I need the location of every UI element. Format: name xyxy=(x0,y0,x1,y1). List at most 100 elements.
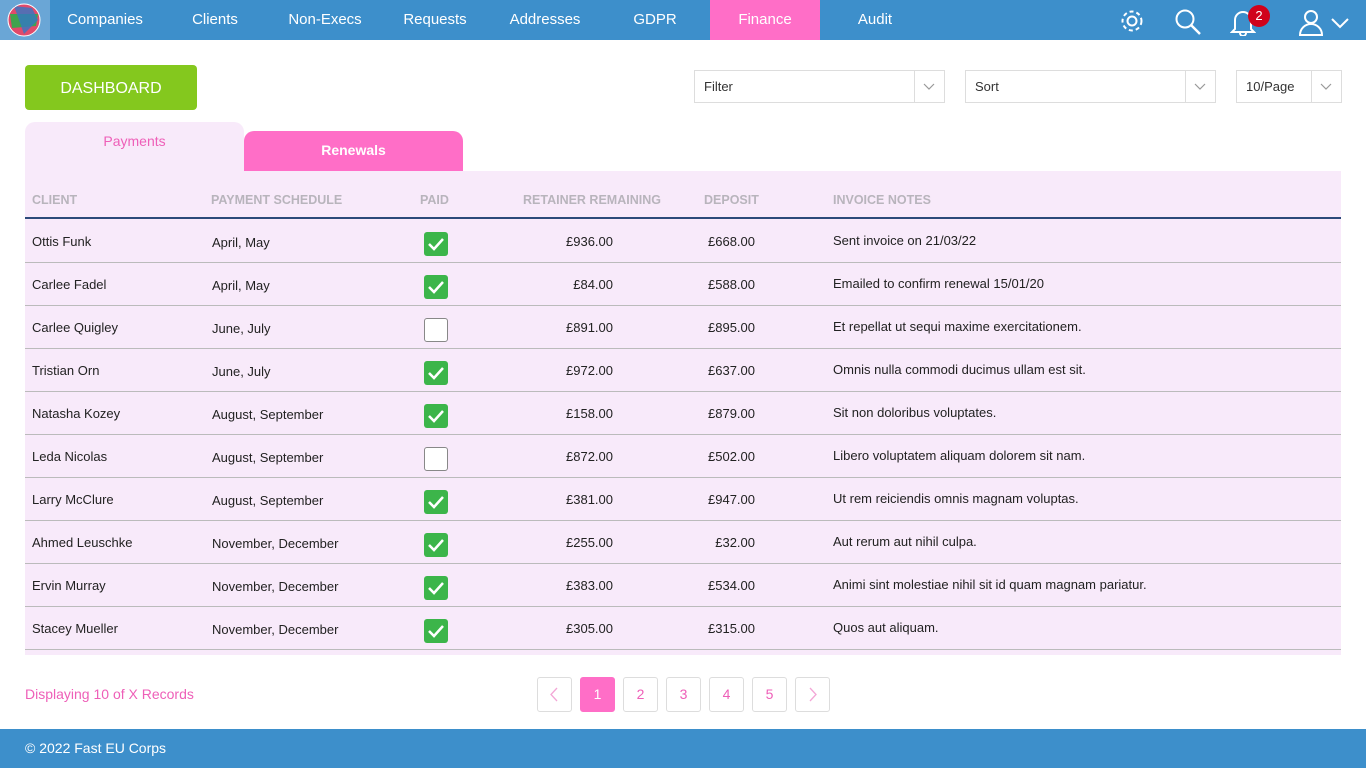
dropdown-label: 10/Page xyxy=(1246,79,1295,94)
sort-dropdown[interactable]: Sort xyxy=(965,70,1216,103)
page-button[interactable]: 5 xyxy=(752,677,787,712)
page-button[interactable]: 1 xyxy=(580,677,615,712)
filter-dropdown[interactable]: Filter xyxy=(694,70,945,103)
cell: Ottis Funk xyxy=(32,234,92,249)
page-size-dropdown[interactable]: 10/Page xyxy=(1236,70,1342,103)
row-rule xyxy=(25,262,1341,263)
cell: £255.00 xyxy=(566,535,613,550)
cell: £891.00 xyxy=(566,320,613,335)
cell: Carlee Fadel xyxy=(32,277,107,292)
checkbox-unchecked[interactable] xyxy=(424,318,448,342)
cell: April, May xyxy=(212,235,270,250)
nav-item[interactable]: Audit xyxy=(857,11,893,28)
page-button[interactable]: 4 xyxy=(709,677,744,712)
cell: August, September xyxy=(212,407,324,422)
page-button[interactable]: 2 xyxy=(623,677,658,712)
prev-page[interactable] xyxy=(537,677,572,712)
cell: Tristian Orn xyxy=(32,363,100,378)
search-icon[interactable] xyxy=(1174,8,1202,36)
cell: Ahmed Leuschke xyxy=(32,535,133,550)
copyright: © 2022 Fast EU Corps xyxy=(25,740,167,756)
cell: £84.00 xyxy=(573,277,613,292)
checkbox-checked[interactable] xyxy=(424,404,448,428)
cell: £947.00 xyxy=(708,492,755,507)
checkbox-checked[interactable] xyxy=(424,361,448,385)
nav-item[interactable]: Clients xyxy=(192,11,238,28)
nav-item[interactable]: Requests xyxy=(403,11,467,28)
column-header: INVOICE NOTES xyxy=(833,193,931,207)
dropdown-arrow xyxy=(923,83,935,90)
dropdown-label: Filter xyxy=(704,79,733,94)
tab[interactable]: Renewals xyxy=(244,131,463,171)
row-rule xyxy=(25,391,1341,392)
cell: August, September xyxy=(212,493,324,508)
header xyxy=(0,0,1366,40)
cell: Natasha Kozey xyxy=(32,406,121,421)
check xyxy=(428,410,444,423)
cell: November, December xyxy=(212,536,339,551)
cell: £895.00 xyxy=(708,320,755,335)
checkbox-checked[interactable] xyxy=(424,619,448,643)
cell: Larry McClure xyxy=(32,492,114,507)
cell: £879.00 xyxy=(708,406,755,421)
cell: Et repellat ut sequi maxime exercitation… xyxy=(833,319,1082,334)
prev-arrow xyxy=(550,687,558,702)
check xyxy=(428,496,444,509)
user-menu[interactable] xyxy=(1297,7,1355,37)
notifications-icon[interactable] xyxy=(1230,8,1256,36)
cell: £637.00 xyxy=(708,363,755,378)
column-header: CLIENT xyxy=(32,193,78,207)
checkbox-checked[interactable] xyxy=(424,490,448,514)
nav-item[interactable]: GDPR xyxy=(633,11,677,28)
row-rule xyxy=(25,305,1341,306)
cell: £32.00 xyxy=(715,535,755,550)
cell: Sit non doloribus voluptates. xyxy=(833,405,997,420)
cell: Ut rem reiciendis omnis magnam voluptas. xyxy=(833,491,1079,506)
cell: £315.00 xyxy=(708,621,755,636)
cell: November, December xyxy=(212,579,339,594)
checkbox-checked[interactable] xyxy=(424,232,448,256)
dropdown-divider xyxy=(914,71,915,102)
checkbox-unchecked[interactable] xyxy=(424,447,448,471)
cell: Quos aut aliquam. xyxy=(833,620,939,635)
checkbox-checked[interactable] xyxy=(424,533,448,557)
settings-icon[interactable] xyxy=(1119,8,1145,34)
dashboard-button[interactable]: DASHBOARD xyxy=(25,65,197,110)
nav-item[interactable]: Finance xyxy=(710,0,820,40)
nav-item[interactable]: Non-Execs xyxy=(288,11,362,28)
records-status: Displaying 10 of X Records xyxy=(25,686,194,702)
page-button[interactable]: 3 xyxy=(666,677,701,712)
cell: November, December xyxy=(212,622,339,637)
cell: Carlee Quigley xyxy=(32,320,118,335)
column-header: DEPOSIT xyxy=(704,193,759,207)
tab[interactable]: Payments xyxy=(25,122,244,171)
footer-bar xyxy=(0,729,1366,768)
row-rule xyxy=(25,348,1341,349)
cell: £502.00 xyxy=(708,449,755,464)
cell: £972.00 xyxy=(566,363,613,378)
cell: Ervin Murray xyxy=(32,578,106,593)
checkbox-checked[interactable] xyxy=(424,275,448,299)
cell: Omnis nulla commodi ducimus ullam est si… xyxy=(833,362,1086,377)
checkbox-checked[interactable] xyxy=(424,576,448,600)
cell: June, July xyxy=(212,364,271,379)
row-rule xyxy=(25,477,1341,478)
nav-item[interactable]: Addresses xyxy=(509,11,581,28)
cell: Aut rerum aut nihil culpa. xyxy=(833,534,977,549)
next-arrow xyxy=(809,687,817,702)
row-rule xyxy=(25,649,1341,650)
cell: £305.00 xyxy=(566,621,613,636)
check xyxy=(428,539,444,552)
check xyxy=(428,625,444,638)
logo-icon xyxy=(7,3,41,37)
row-rule xyxy=(25,434,1341,435)
check xyxy=(428,582,444,595)
cell: Animi sint molestiae nihil sit id quam m… xyxy=(833,577,1147,592)
notification-badge: 2 xyxy=(1248,5,1270,27)
row-rule xyxy=(25,520,1341,521)
logo[interactable] xyxy=(0,0,50,40)
nav-item[interactable]: Companies xyxy=(67,11,143,28)
dropdown-label: Sort xyxy=(975,79,999,94)
row-rule xyxy=(25,563,1341,564)
next-page[interactable] xyxy=(795,677,830,712)
